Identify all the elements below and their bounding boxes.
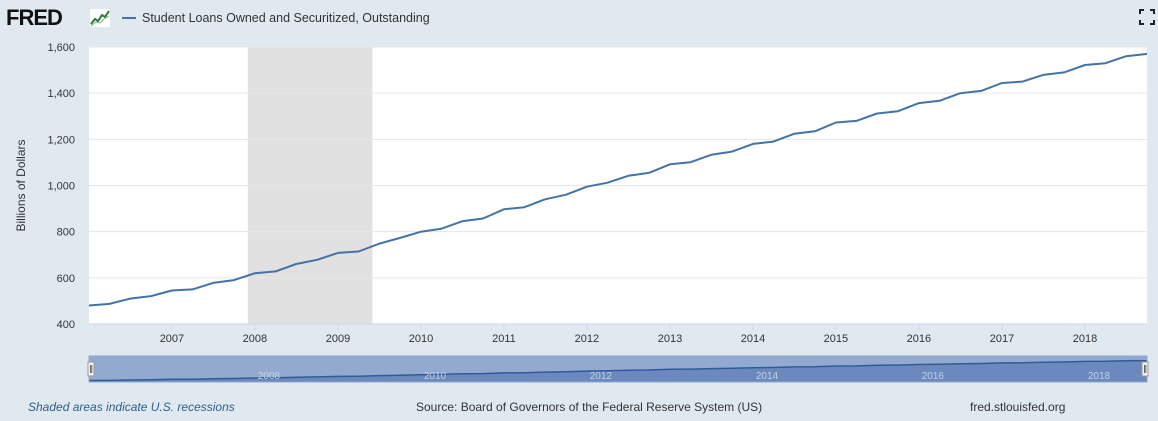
x-tick-label: 2010 bbox=[409, 333, 433, 345]
navigator-label: 2010 bbox=[424, 371, 447, 382]
y-axis-label: Billions of Dollars bbox=[14, 139, 28, 231]
y-tick-label: 400 bbox=[57, 319, 75, 331]
fred-graph-icon bbox=[89, 8, 111, 28]
recession-note[interactable]: Shaded areas indicate U.S. recessions bbox=[28, 400, 235, 414]
legend-label: Student Loans Owned and Securitized, Out… bbox=[142, 11, 430, 25]
x-tick-label: 2007 bbox=[160, 333, 184, 345]
y-tick-label: 600 bbox=[57, 273, 75, 285]
x-tick-label: 2013 bbox=[658, 333, 682, 345]
x-tick-label: 2016 bbox=[907, 333, 931, 345]
x-tick-label: 2018 bbox=[1073, 333, 1097, 345]
navigator-label: 2014 bbox=[756, 371, 779, 382]
x-tick-label: 2011 bbox=[492, 333, 516, 345]
navigator-label: 2018 bbox=[1088, 371, 1111, 382]
series-line bbox=[88, 52, 1148, 307]
navigator-label: 2008 bbox=[258, 371, 281, 382]
source-note: Source: Board of Governors of the Federa… bbox=[416, 400, 763, 414]
x-tick-label: 2008 bbox=[243, 333, 267, 345]
line-chart: 400 600 800 1,000 1,200 1,400 1,600 2007 2008 200… bbox=[14, 42, 1149, 383]
header: FRED Student Loans Owned and Securitized… bbox=[0, 0, 1158, 36]
navigator-line bbox=[88, 359, 1148, 382]
y-tick-label: 800 bbox=[57, 227, 75, 239]
fred-logo[interactable]: FRED bbox=[6, 5, 63, 30]
y-tick-label: 1,600 bbox=[47, 42, 75, 54]
navigator-label: 2016 bbox=[922, 371, 945, 382]
site-link[interactable]: fred.stlouisfed.org bbox=[970, 400, 1066, 414]
y-tick-label: 1,200 bbox=[47, 134, 75, 146]
fullscreen-icon[interactable] bbox=[1139, 9, 1155, 25]
x-tick-label: 2012 bbox=[575, 333, 599, 345]
x-tick-label: 2017 bbox=[990, 333, 1014, 345]
legend-swatch bbox=[122, 17, 136, 19]
y-tick-label: 1,400 bbox=[47, 88, 75, 100]
x-tick-label: 2009 bbox=[326, 333, 350, 345]
y-tick-label: 1,000 bbox=[47, 181, 75, 193]
x-tick-label: 2014 bbox=[741, 333, 765, 345]
x-tick-label: 2015 bbox=[824, 333, 848, 345]
footer: Shaded areas indicate U.S. recessions So… bbox=[0, 399, 1158, 417]
chart-legend[interactable]: Student Loans Owned and Securitized, Out… bbox=[122, 11, 430, 25]
navigator-label: 2012 bbox=[590, 371, 613, 382]
